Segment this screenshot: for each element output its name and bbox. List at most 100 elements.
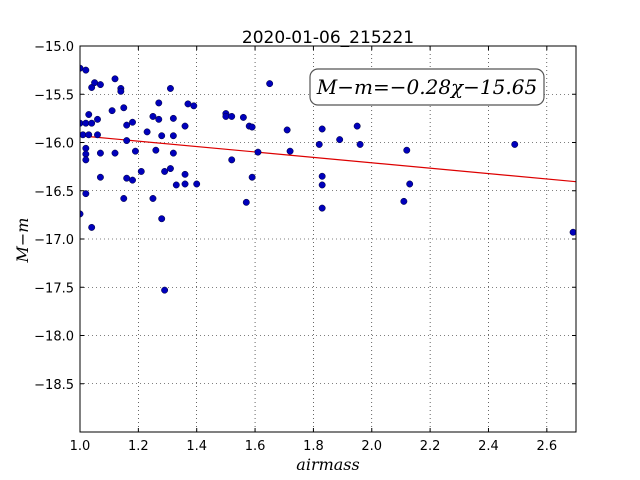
y-tick-label: −17.5 (34, 281, 74, 296)
data-point (155, 99, 163, 107)
x-tick-label: 1.6 (245, 439, 266, 454)
data-point (123, 174, 131, 182)
data-point (169, 114, 177, 122)
data-point (406, 180, 414, 188)
data-point (248, 123, 256, 131)
x-axis-label: airmass (296, 455, 359, 474)
data-point (169, 149, 177, 157)
data-point (254, 148, 262, 156)
data-point (353, 122, 361, 130)
data-point (152, 146, 160, 154)
y-tick-label: −16.5 (34, 185, 74, 200)
data-point (143, 128, 151, 136)
data-point (123, 137, 131, 145)
data-point (82, 150, 90, 158)
data-points (80, 64, 576, 294)
data-point (120, 104, 128, 112)
data-point (222, 112, 230, 120)
data-point (131, 147, 139, 155)
data-point (336, 136, 344, 144)
data-point (111, 149, 119, 157)
data-point (82, 144, 90, 152)
x-tick-label: 2.0 (361, 439, 382, 454)
data-point (318, 125, 326, 133)
data-point (96, 149, 104, 157)
data-point (190, 102, 198, 110)
data-point (129, 118, 136, 126)
y-axis-label: M−m (13, 218, 32, 264)
data-point (82, 156, 90, 164)
data-point (94, 131, 101, 139)
data-point (286, 147, 294, 155)
y-tick-label: −15.0 (34, 40, 74, 55)
y-tick-label: −15.5 (34, 88, 74, 103)
data-point (193, 180, 201, 188)
data-point (94, 115, 101, 123)
x-tick-label: 2.6 (536, 439, 557, 454)
data-point (96, 173, 104, 181)
y-tick-label: −18.5 (34, 378, 74, 393)
data-point (137, 168, 145, 175)
data-point (315, 140, 323, 148)
data-point (82, 66, 90, 74)
data-point (172, 181, 180, 189)
chart-title: 2020-01-06_215221 (242, 28, 414, 48)
data-point (149, 195, 157, 202)
data-point (239, 113, 247, 121)
data-point (129, 176, 136, 184)
data-point (108, 107, 116, 115)
data-point (96, 81, 104, 89)
data-point (166, 85, 174, 92)
data-point (80, 131, 87, 139)
fit-equation: M−m=−0.28χ−15.65 (316, 75, 537, 99)
annotation-box: M−m=−0.28χ−15.65 (309, 68, 545, 106)
data-point (184, 100, 192, 108)
data-point (85, 131, 93, 139)
data-point (82, 119, 90, 127)
data-point (117, 87, 125, 95)
data-point (88, 119, 96, 127)
data-point (400, 197, 408, 205)
data-point (181, 180, 189, 188)
data-point (161, 286, 169, 294)
data-point (88, 223, 96, 231)
data-point (356, 140, 364, 148)
fit-line-group (79, 135, 577, 183)
data-point (318, 172, 326, 180)
x-tick-label: 2.4 (478, 439, 499, 454)
x-tick-label: 1.0 (70, 439, 91, 454)
data-point (511, 140, 519, 148)
data-point (85, 111, 93, 118)
data-point (283, 126, 291, 134)
data-point (228, 112, 236, 120)
data-point (228, 156, 236, 164)
axis-ticks: 1.0 1.2 1.4 1.6 1.8 2.0 2.2 2.4 2.6 −15.0 −15.5 −16… (34, 40, 576, 454)
x-tick-label: 2.2 (420, 439, 441, 454)
data-point (166, 165, 174, 173)
y-tick-label: −18.0 (34, 330, 74, 345)
x-tick-label: 1.8 (303, 439, 324, 454)
data-point (318, 204, 326, 212)
data-point (403, 146, 411, 154)
data-point (266, 80, 274, 88)
data-point (123, 121, 131, 129)
data-point (242, 198, 250, 206)
data-point (149, 112, 157, 120)
y-tick-label: −17.0 (34, 233, 74, 248)
data-point (91, 79, 99, 87)
data-point (181, 122, 189, 130)
data-point (120, 195, 128, 202)
x-tick-label: 1.2 (128, 439, 149, 454)
y-tick-label: −16.0 (34, 137, 74, 152)
data-point (248, 173, 256, 181)
data-point (111, 75, 119, 83)
data-point (158, 132, 166, 140)
data-point (158, 215, 166, 223)
data-point (161, 168, 169, 175)
data-point (318, 181, 326, 189)
x-tick-label: 1.4 (186, 439, 207, 454)
data-point (82, 190, 90, 198)
data-point (569, 228, 576, 236)
fit-line (79, 135, 577, 183)
